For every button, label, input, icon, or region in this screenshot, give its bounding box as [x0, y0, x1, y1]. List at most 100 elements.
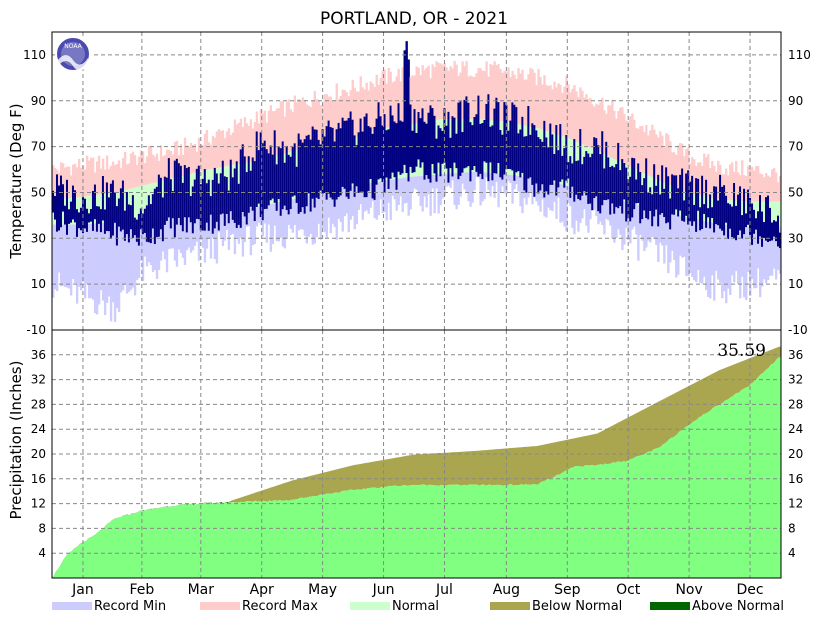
- record-min-bar: [607, 197, 610, 221]
- observed-temperature-bar: [69, 201, 73, 223]
- record-min-bar: [737, 226, 740, 285]
- record-min-bar: [703, 221, 706, 277]
- record-min-bar: [327, 190, 330, 218]
- observed-temperature-bar: [157, 174, 161, 237]
- observed-temperature-bar: [327, 120, 330, 194]
- record-max-bar: [567, 84, 570, 139]
- record-max-bar: [371, 83, 374, 132]
- observed-temperature-bar: [499, 129, 502, 178]
- observed-temperature-bar: [281, 141, 285, 210]
- record-max-bar: [299, 100, 303, 150]
- record-max-bar: [331, 100, 334, 142]
- observed-temperature-bar: [177, 163, 181, 218]
- observed-temperature-bar: [679, 174, 682, 211]
- record-max-bar: [311, 100, 314, 147]
- record-max-bar: [411, 75, 414, 124]
- record-max-bar: [189, 142, 193, 174]
- record-max-bar: [595, 103, 598, 151]
- record-max-bar: [353, 87, 356, 138]
- observed-temperature-bar: [289, 156, 293, 210]
- record-min-bar: [665, 212, 668, 246]
- observed-temperature-bar: [509, 120, 512, 170]
- observed-temperature-bar: [155, 186, 159, 238]
- record-min-bar: [197, 215, 201, 261]
- record-min-bar: [319, 192, 322, 240]
- record-min-bar: [451, 173, 454, 181]
- observed-temperature-bar: [189, 196, 193, 223]
- record-max-bar: [381, 70, 384, 129]
- record-max-bar: [107, 168, 111, 194]
- record-max-bar: [127, 163, 131, 190]
- observed-precipitation-area: [52, 357, 781, 578]
- record-max-bar: [605, 113, 608, 156]
- legend-label: Record Min: [94, 599, 166, 614]
- observed-temperature-bar: [77, 212, 81, 229]
- record-max-bar: [623, 114, 626, 164]
- observed-temperature-bar: [755, 218, 758, 230]
- observed-temperature-bar: [501, 134, 504, 180]
- record-min-bar: [113, 222, 117, 322]
- record-min-bar: [65, 224, 69, 288]
- record-min-bar: [585, 191, 588, 226]
- observed-temperature-bar: [401, 121, 404, 174]
- observed-temperature-bar: [245, 172, 249, 225]
- record-min-bar: [339, 188, 342, 222]
- temperature-tick-label: 110: [788, 48, 811, 62]
- observed-temperature-bar: [725, 195, 728, 223]
- observed-temperature-bar: [383, 114, 386, 193]
- normal-range-bar: [133, 187, 137, 221]
- record-max-bar: [629, 116, 632, 167]
- observed-temperature-bar: [459, 101, 462, 176]
- record-max-bar: [195, 151, 199, 173]
- record-min-bar: [52, 224, 55, 298]
- legend-label: Below Normal: [532, 599, 622, 614]
- record-min-bar: [293, 198, 297, 225]
- observed-temperature-bar: [403, 50, 406, 165]
- record-max-bar: [315, 99, 318, 146]
- normal-range-bar: [139, 186, 143, 221]
- legend-label: Normal: [392, 599, 439, 614]
- observed-temperature-bar: [469, 122, 472, 182]
- observed-temperature-bar: [409, 104, 412, 167]
- record-max-bar: [749, 168, 752, 202]
- observed-temperature-bar: [265, 149, 269, 209]
- normal-range-bar: [87, 195, 91, 225]
- record-max-bar: [467, 76, 470, 120]
- record-max-bar: [613, 110, 616, 160]
- record-max-bar: [501, 72, 504, 122]
- observed-temperature-bar: [611, 165, 614, 204]
- observed-temperature-bar: [97, 206, 101, 224]
- record-min-bar: [557, 183, 560, 198]
- observed-temperature-bar: [353, 135, 356, 197]
- record-min-bar: [589, 192, 592, 220]
- observed-temperature-bar: [715, 186, 718, 225]
- record-min-bar: [553, 182, 556, 202]
- record-max-bar: [577, 97, 580, 143]
- observed-temperature-bar: [627, 179, 630, 219]
- observed-temperature-bar: [741, 215, 744, 239]
- record-min-bar: [655, 209, 658, 245]
- record-min-bar: [539, 179, 542, 212]
- record-max-bar: [587, 99, 590, 147]
- record-max-bar: [235, 124, 239, 165]
- observed-temperature-bar: [579, 129, 582, 201]
- record-max-bar: [197, 137, 201, 172]
- observed-temperature-bar: [699, 207, 702, 231]
- record-max-bar: [361, 87, 364, 135]
- record-max-bar: [763, 177, 766, 202]
- record-max-bar: [437, 62, 440, 120]
- record-max-bar: [771, 169, 774, 202]
- record-min-bar: [683, 216, 686, 257]
- observed-temperature-bar: [121, 180, 125, 230]
- record-min-bar: [363, 183, 366, 212]
- record-min-bar: [167, 217, 171, 250]
- record-min-bar: [63, 224, 67, 287]
- record-max-bar: [535, 85, 538, 128]
- legend-swatch: [200, 602, 240, 610]
- observed-temperature-bar: [617, 142, 620, 209]
- record-min-bar: [335, 189, 338, 240]
- record-min-bar: [233, 210, 237, 255]
- record-max-bar: [675, 154, 678, 188]
- record-min-bar: [485, 172, 488, 178]
- observed-temperature-bar: [681, 168, 684, 221]
